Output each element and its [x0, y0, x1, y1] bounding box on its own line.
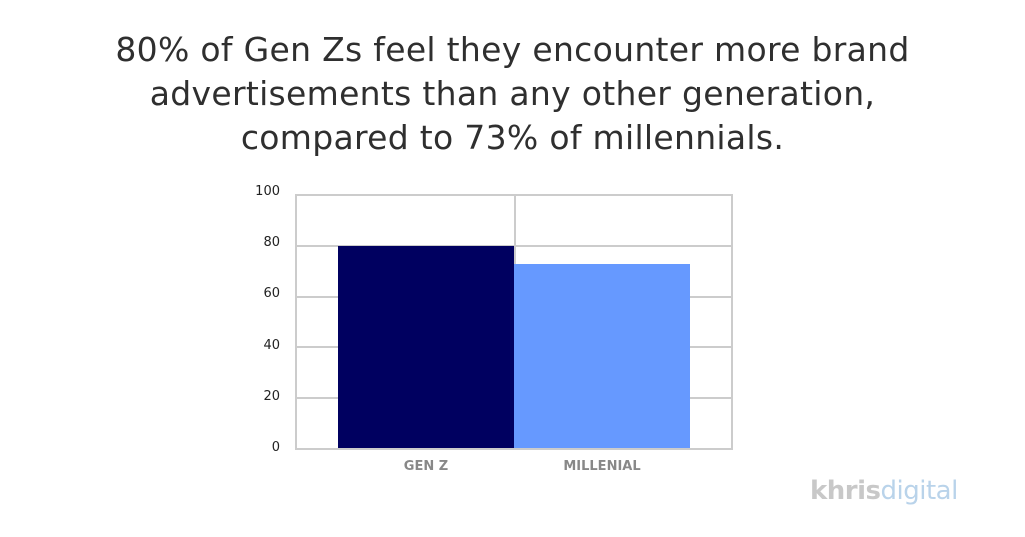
x-tick-label: MILLENIAL: [563, 459, 641, 474]
y-tick-label: 60: [263, 286, 280, 302]
logo-part-1: khris: [810, 476, 881, 506]
title-line-3: compared to 73% of millennials.: [240, 118, 785, 157]
title-line-1: 80% of Gen Zs feel they encounter more b…: [115, 30, 910, 69]
y-tick-label: 0: [271, 440, 280, 455]
khrisdigital-logo: khrisdigital: [810, 476, 958, 506]
y-tick-label: 40: [263, 337, 280, 353]
y-tick-label: 20: [263, 388, 280, 404]
x-tick-label: GEN Z: [403, 459, 449, 474]
gridline: [297, 245, 731, 248]
y-tick-label: 100: [255, 184, 280, 199]
chart-title: 80% of Gen Zs feel they encounter more b…: [0, 28, 1025, 160]
logo-part-2: digital: [880, 476, 959, 506]
bar-gen-z: [338, 246, 514, 448]
bar-millenial: [514, 264, 690, 448]
plot-area: [295, 194, 733, 450]
y-tick-label: 80: [263, 235, 280, 251]
title-line-2: advertisements than any other generation…: [149, 74, 876, 113]
